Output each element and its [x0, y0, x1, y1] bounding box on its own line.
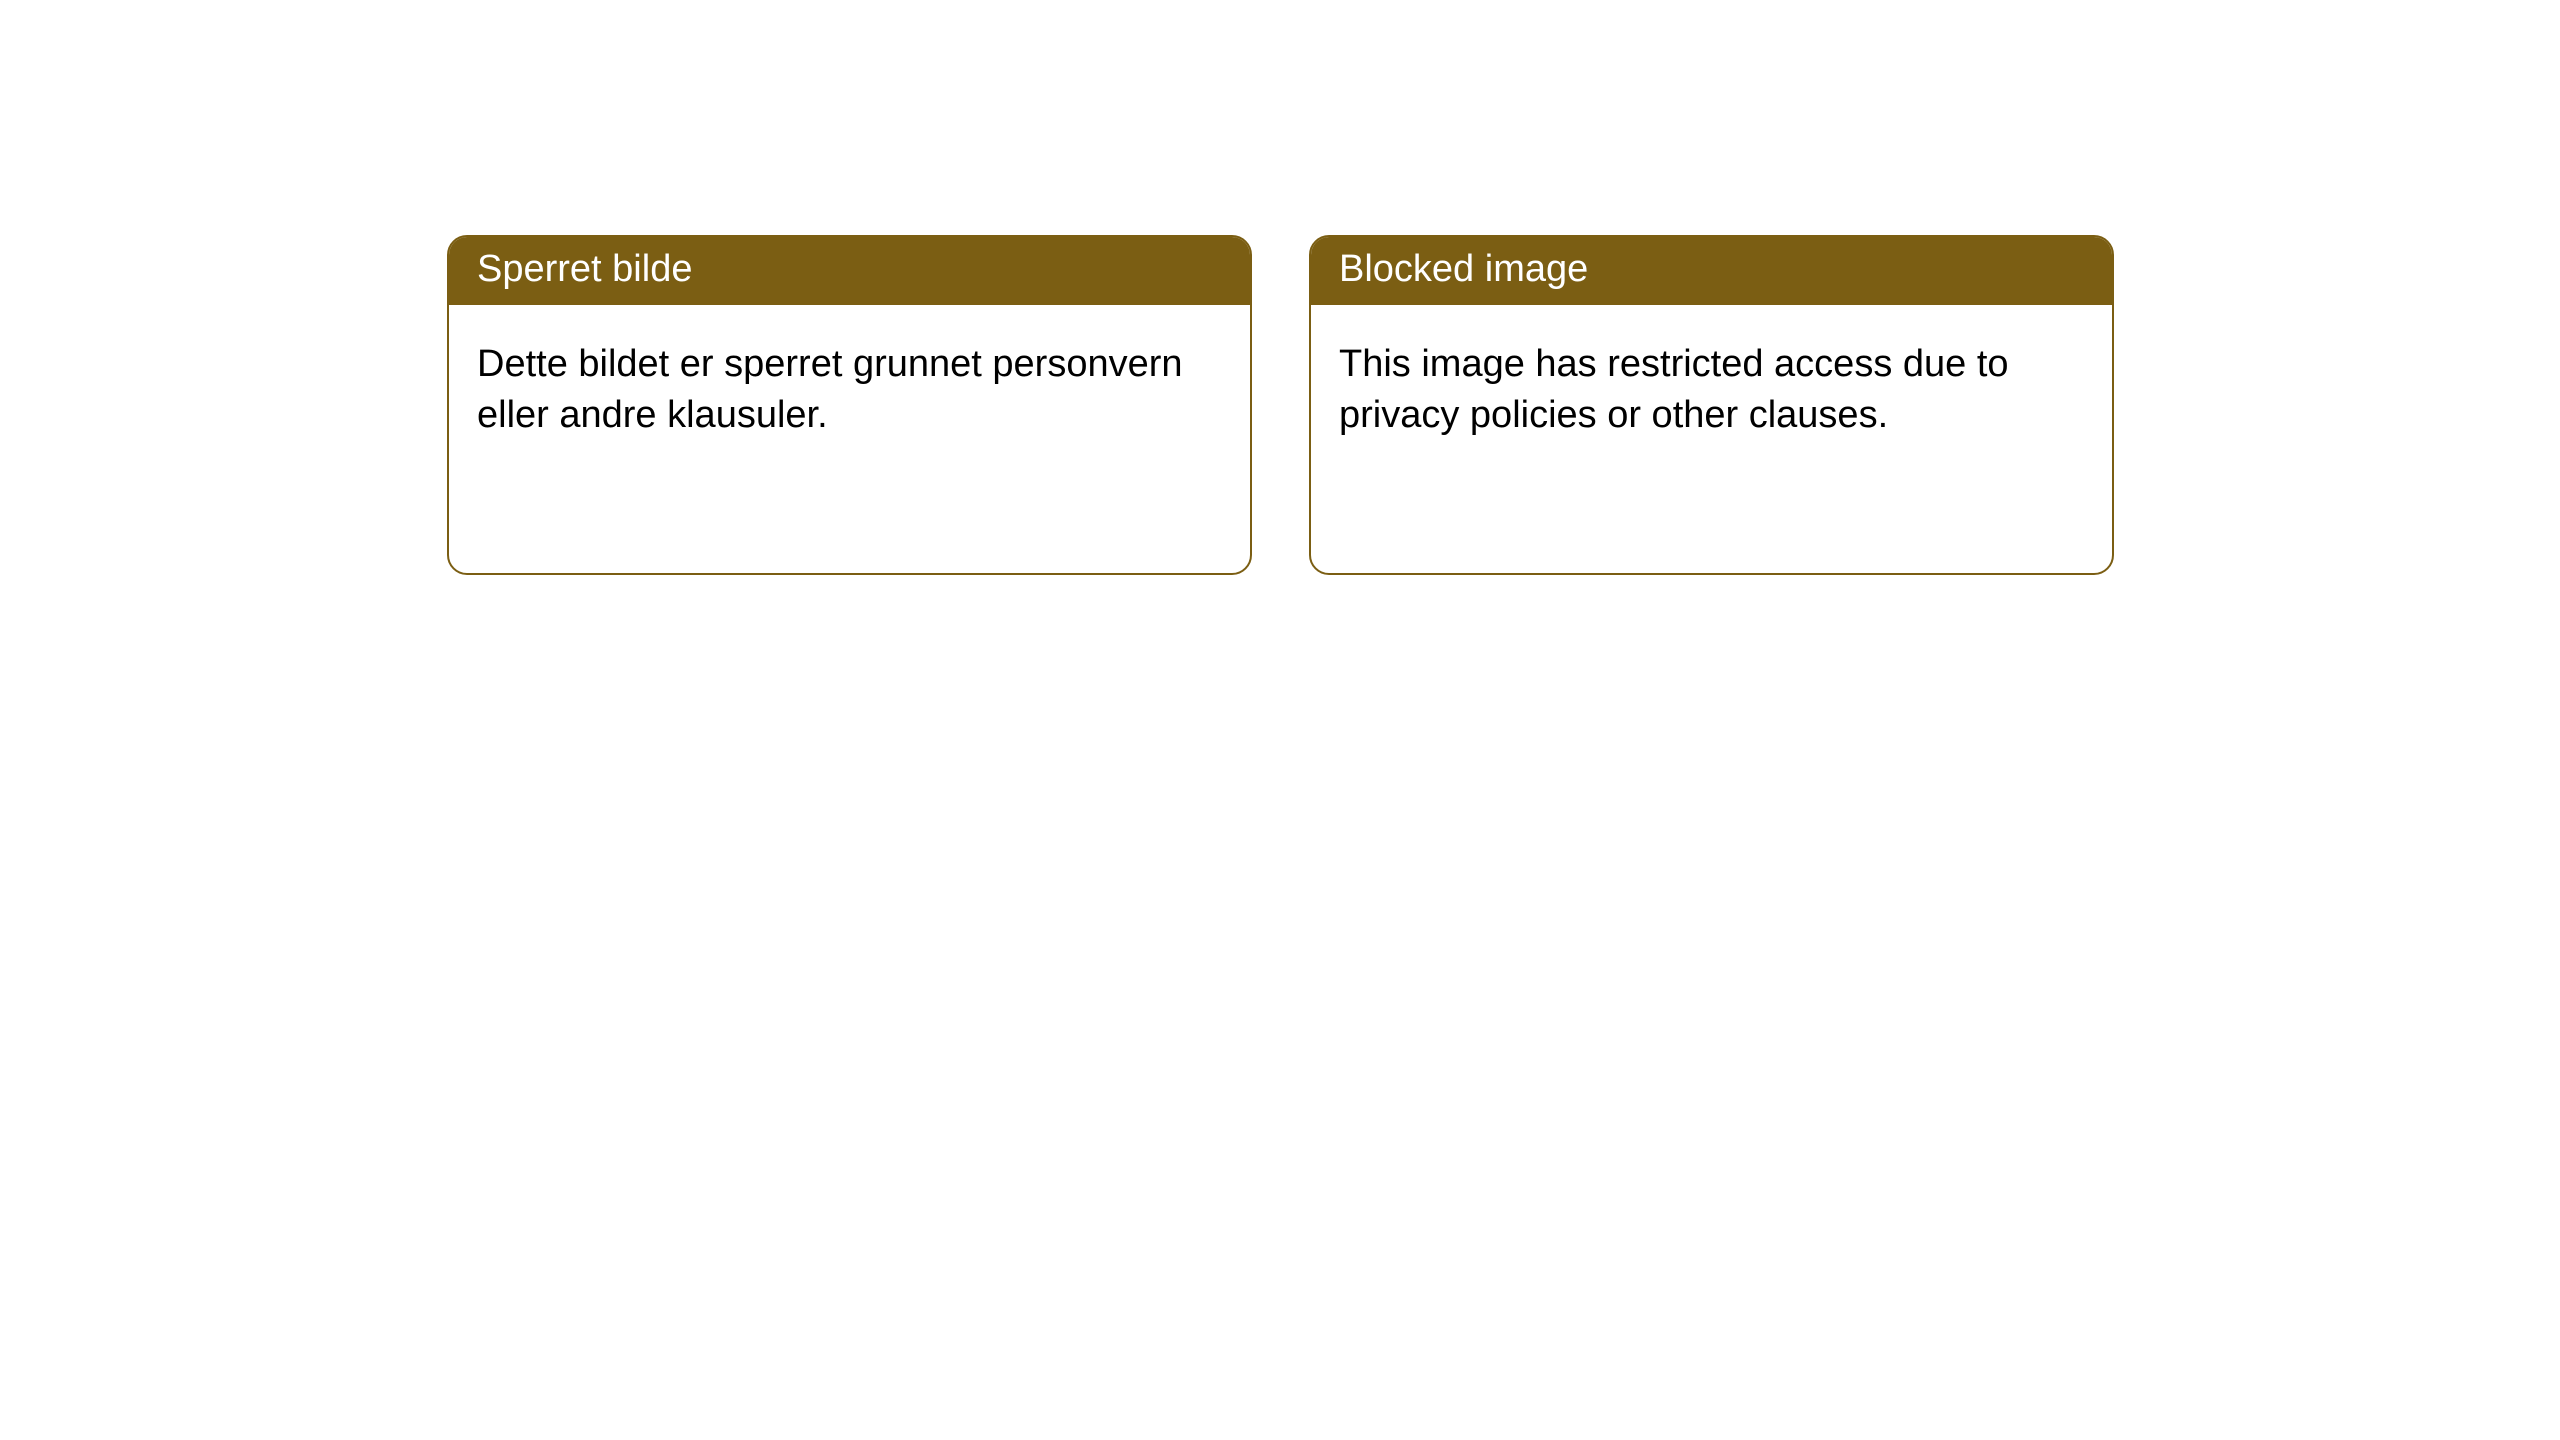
notice-card-english: Blocked image This image has restricted … — [1309, 235, 2114, 575]
card-body: This image has restricted access due to … — [1311, 305, 2112, 476]
card-header: Blocked image — [1311, 237, 2112, 305]
notice-card-norwegian: Sperret bilde Dette bildet er sperret gr… — [447, 235, 1252, 575]
card-header: Sperret bilde — [449, 237, 1250, 305]
card-body: Dette bildet er sperret grunnet personve… — [449, 305, 1250, 476]
notice-container: Sperret bilde Dette bildet er sperret gr… — [447, 235, 2114, 575]
